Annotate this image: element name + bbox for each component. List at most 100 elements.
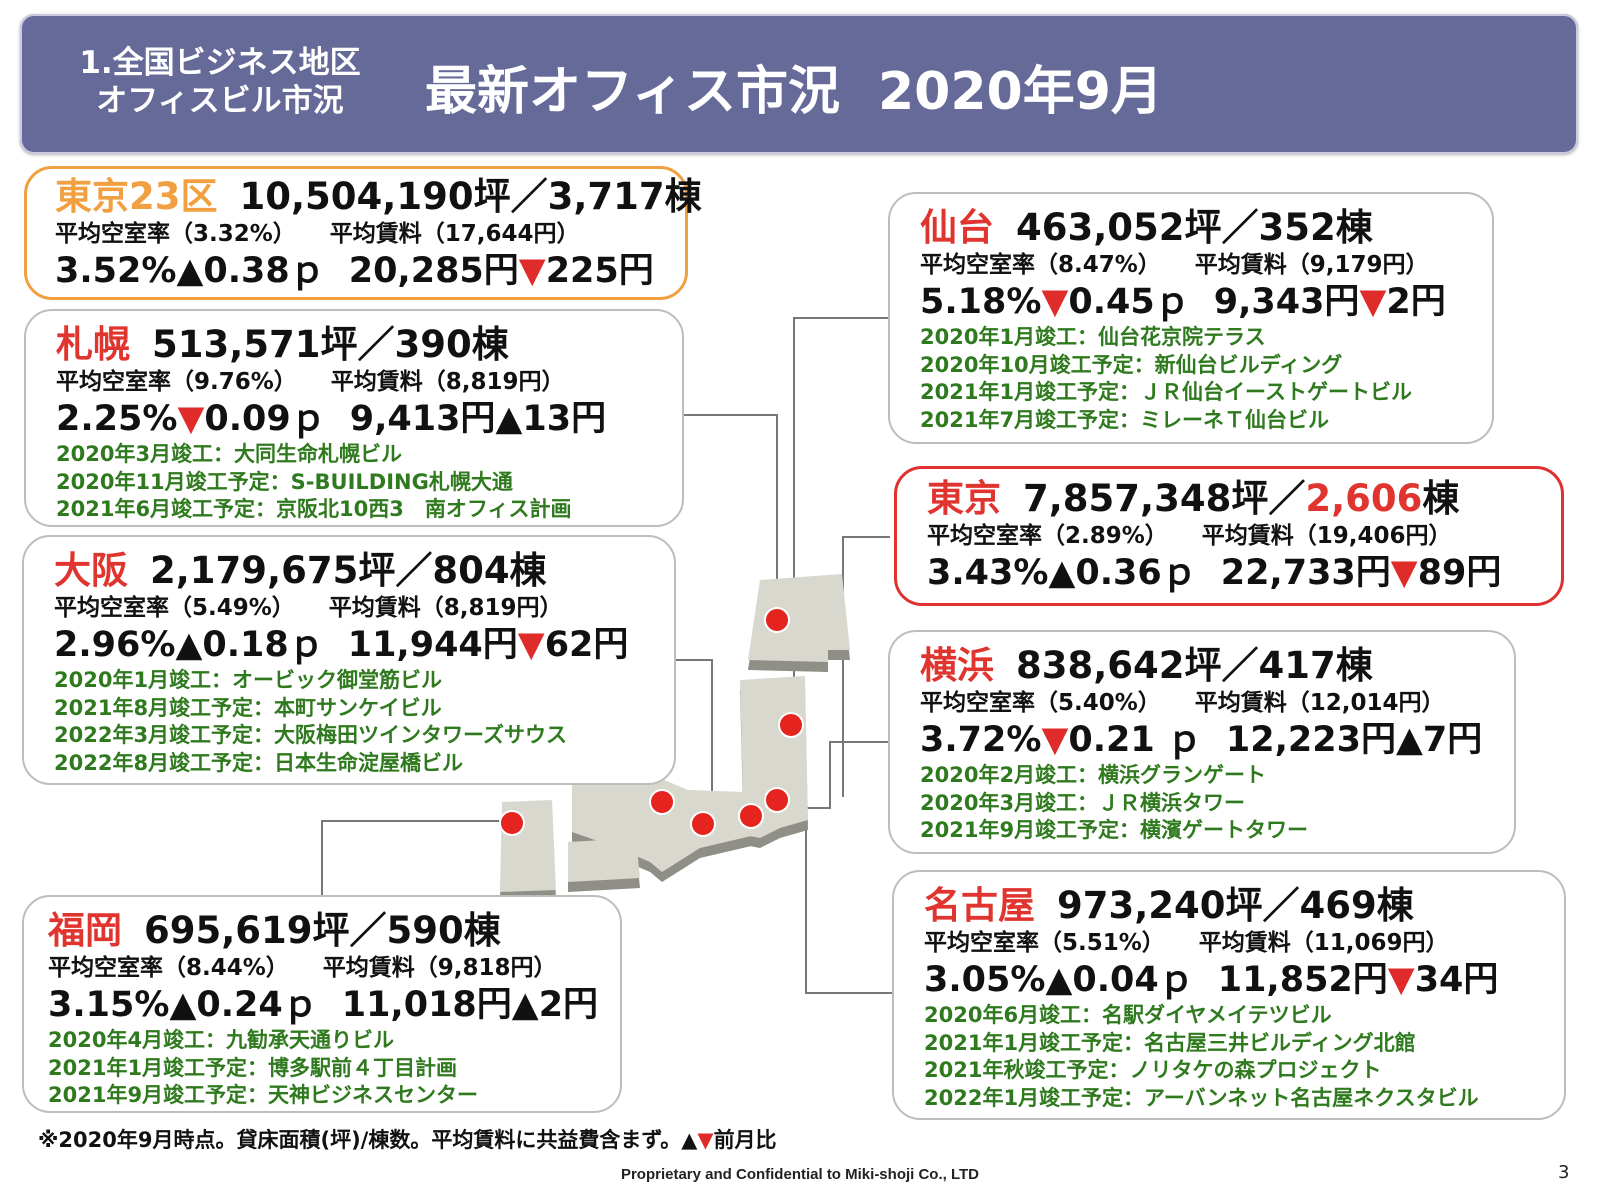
confidential-notice: Proprietary and Confidential to Miki-sho… [620, 1166, 980, 1183]
project-item: 2021年9月竣工予定：天神ビジネスセンター [48, 1083, 479, 1107]
project-item: 2021年7月竣工予定：ミレーネＴ仙台ビル [920, 407, 1330, 432]
up-arrow-icon: ▲ [175, 625, 203, 665]
rent-change: 7円 [1422, 720, 1483, 760]
building-unit: 棟 [1422, 477, 1460, 520]
rent-value: 11,852円 [1217, 960, 1388, 1000]
page-title: 最新オフィス市況 2020年9月 [425, 62, 1163, 122]
vacancy-rate: 3.15% [48, 985, 170, 1025]
avg-rent-label: 平均賃料（11,069円） [1198, 930, 1449, 956]
card-tokyo: 東京 7,857,348坪／2,606棟 平均空室率（2.89%） 平均賃料（19,… [894, 466, 1564, 606]
vacancy-rate: 5.18% [920, 282, 1042, 322]
vacancy-change: 0.04ｐ [1072, 960, 1194, 1000]
avg-rent-label: 平均賃料（9,818円） [322, 955, 557, 981]
header-banner: 1.全国ビジネス地区 オフィスビル市況 最新オフィス市況 2020年9月 [20, 14, 1578, 154]
card-nagoya: 名古屋 973,240坪／469棟 平均空室率（5.51%） 平均賃料（11,069… [892, 870, 1566, 1120]
avg-vacancy-label: 平均空室率（2.89%） [927, 523, 1168, 549]
connector-nagoya [805, 822, 893, 994]
card-fukuoka: 福岡 695,619坪／590棟 平均空室率（8.44%） 平均賃料（9,818円）… [22, 895, 622, 1113]
marker-yokohama [738, 803, 764, 829]
page-number: 3 [1558, 1162, 1570, 1183]
rent-change: 225円 [545, 251, 654, 291]
rent-value: 9,413円 [349, 399, 496, 439]
avg-rent-label: 平均賃料（17,644円） [329, 221, 580, 247]
rent-change: 62円 [544, 625, 629, 665]
up-arrow-icon: ▲ [1045, 960, 1073, 1000]
project-item: 2021年1月竣工予定：ＪＲ仙台イーストゲートビル [920, 380, 1413, 404]
connector-tokyo [842, 536, 890, 797]
project-item: 2021年9月竣工予定：横濱ゲートタワー [920, 818, 1309, 842]
city-name: 東京23区 [55, 175, 218, 218]
up-arrow-icon: ▲ [681, 1128, 698, 1152]
project-item: 2020年1月竣工：仙台花京院テラス [920, 325, 1266, 349]
project-item: 2021年1月竣工予定：名古屋三井ビルディング北館 [924, 1030, 1416, 1055]
building-count: 2,606 [1305, 477, 1423, 520]
avg-vacancy-label: 平均空室率（3.32%） [55, 221, 296, 247]
city-name: 福岡 [48, 909, 122, 952]
card-yokohama: 横浜 838,642坪／417棟 平均空室率（5.40%） 平均賃料（12,014円… [888, 630, 1516, 854]
vacancy-change: 0.09ｐ [204, 399, 326, 439]
project-item: 2021年6月竣工予定：京阪北10西3 南オフィス計画 [56, 497, 572, 521]
connector-sapporo [683, 414, 778, 605]
project-item: 2020年10月竣工予定：新仙台ビルディング [920, 352, 1343, 377]
down-arrow-icon: ▼ [1387, 960, 1415, 1000]
up-arrow-icon: ▲ [1048, 553, 1076, 593]
avg-vacancy-label: 平均空室率（5.51%） [924, 930, 1165, 956]
rent-change: 2円 [538, 985, 599, 1025]
area-count: 695,619坪／590棟 [144, 909, 501, 952]
vacancy-change: 0.36ｐ [1075, 553, 1197, 593]
down-arrow-icon: ▼ [1390, 553, 1418, 593]
up-arrow-icon: ▲ [495, 399, 523, 439]
city-name: 札幌 [56, 323, 130, 366]
down-arrow-icon: ▼ [697, 1128, 714, 1152]
area-count: 463,052坪／352棟 [1016, 206, 1373, 249]
avg-vacancy-label: 平均空室率（8.47%） [920, 252, 1161, 278]
vacancy-rate: 2.96% [54, 625, 176, 665]
project-item: 2020年3月竣工：ＪＲ横浜タワー [920, 790, 1246, 815]
card-sendai: 仙台 463,052坪／352棟 平均空室率（8.47%） 平均賃料（9,179円）… [888, 192, 1494, 444]
project-item: 2021年8月竣工予定：本町サンケイビル [54, 695, 442, 720]
marker-fukuoka [499, 810, 525, 836]
avg-rent-label: 平均賃料（9,179円） [1194, 252, 1429, 278]
avg-rent-label: 平均賃料（12,014円） [1194, 690, 1445, 716]
project-item: 2022年3月竣工予定：大阪梅田ツインタワーズサウス [54, 723, 568, 747]
project-item: 2020年2月竣工：横浜グランゲート [920, 763, 1267, 787]
project-item: 2022年8月竣工予定：日本生命淀屋橋ビル [54, 750, 464, 775]
area-count: 513,571坪／390棟 [152, 323, 509, 366]
city-name: 大阪 [54, 549, 128, 592]
avg-rent-label: 平均賃料（8,819円） [330, 369, 565, 395]
marker-sendai [778, 712, 804, 738]
rent-value: 22,733円 [1220, 553, 1391, 593]
rent-change: 34円 [1414, 960, 1499, 1000]
card-osaka: 大阪 2,179,675坪／804棟 平均空室率（5.49%） 平均賃料（8,819… [22, 535, 676, 785]
city-markers [499, 607, 804, 837]
avg-vacancy-label: 平均空室率（8.44%） [48, 955, 289, 981]
project-item: 2021年秋竣工予定：ノリタケの森プロジェクト [924, 1058, 1382, 1082]
section-subtitle: 1.全国ビジネス地区 オフィスビル市況 [79, 45, 361, 119]
vacancy-change: 0.18ｐ [202, 625, 324, 665]
up-arrow-icon: ▲ [176, 251, 204, 291]
vacancy-rate: 2.25% [56, 399, 178, 439]
vacancy-change: 0.24ｐ [196, 985, 318, 1025]
city-name: 東京 [927, 477, 1001, 520]
rent-value: 9,343円 [1213, 282, 1360, 322]
area-count: 973,240坪／469棟 [1057, 884, 1414, 927]
avg-rent-label: 平均賃料（19,406円） [1201, 523, 1452, 549]
marker-osaka [649, 789, 675, 815]
rent-value: 11,018円 [341, 985, 512, 1025]
avg-vacancy-label: 平均空室率（5.49%） [54, 595, 295, 621]
vacancy-rate: 3.43% [927, 553, 1049, 593]
rent-change: 2円 [1386, 282, 1446, 322]
rent-value: 20,285円 [348, 251, 519, 291]
footnote: ※2020年9月時点。貸床面積(坪)/棟数。平均賃料に共益費含まず。▲▼前月比 [38, 1128, 777, 1152]
city-name: 横浜 [920, 644, 994, 687]
marker-nagoya [690, 811, 716, 837]
area-count: 7,857,348坪／ [1023, 477, 1306, 520]
avg-vacancy-label: 平均空室率（9.76%） [56, 369, 297, 395]
card-sapporo: 札幌 513,571坪／390棟 平均空室率（9.76%） 平均賃料（8,819円）… [24, 309, 684, 527]
project-item: 2020年1月竣工：オービック御堂筋ビル [54, 668, 443, 692]
vacancy-rate: 3.72% [920, 720, 1042, 760]
vacancy-rate: 3.05% [924, 960, 1046, 1000]
city-name: 仙台 [920, 206, 994, 249]
rent-value: 11,944円 [347, 625, 518, 665]
